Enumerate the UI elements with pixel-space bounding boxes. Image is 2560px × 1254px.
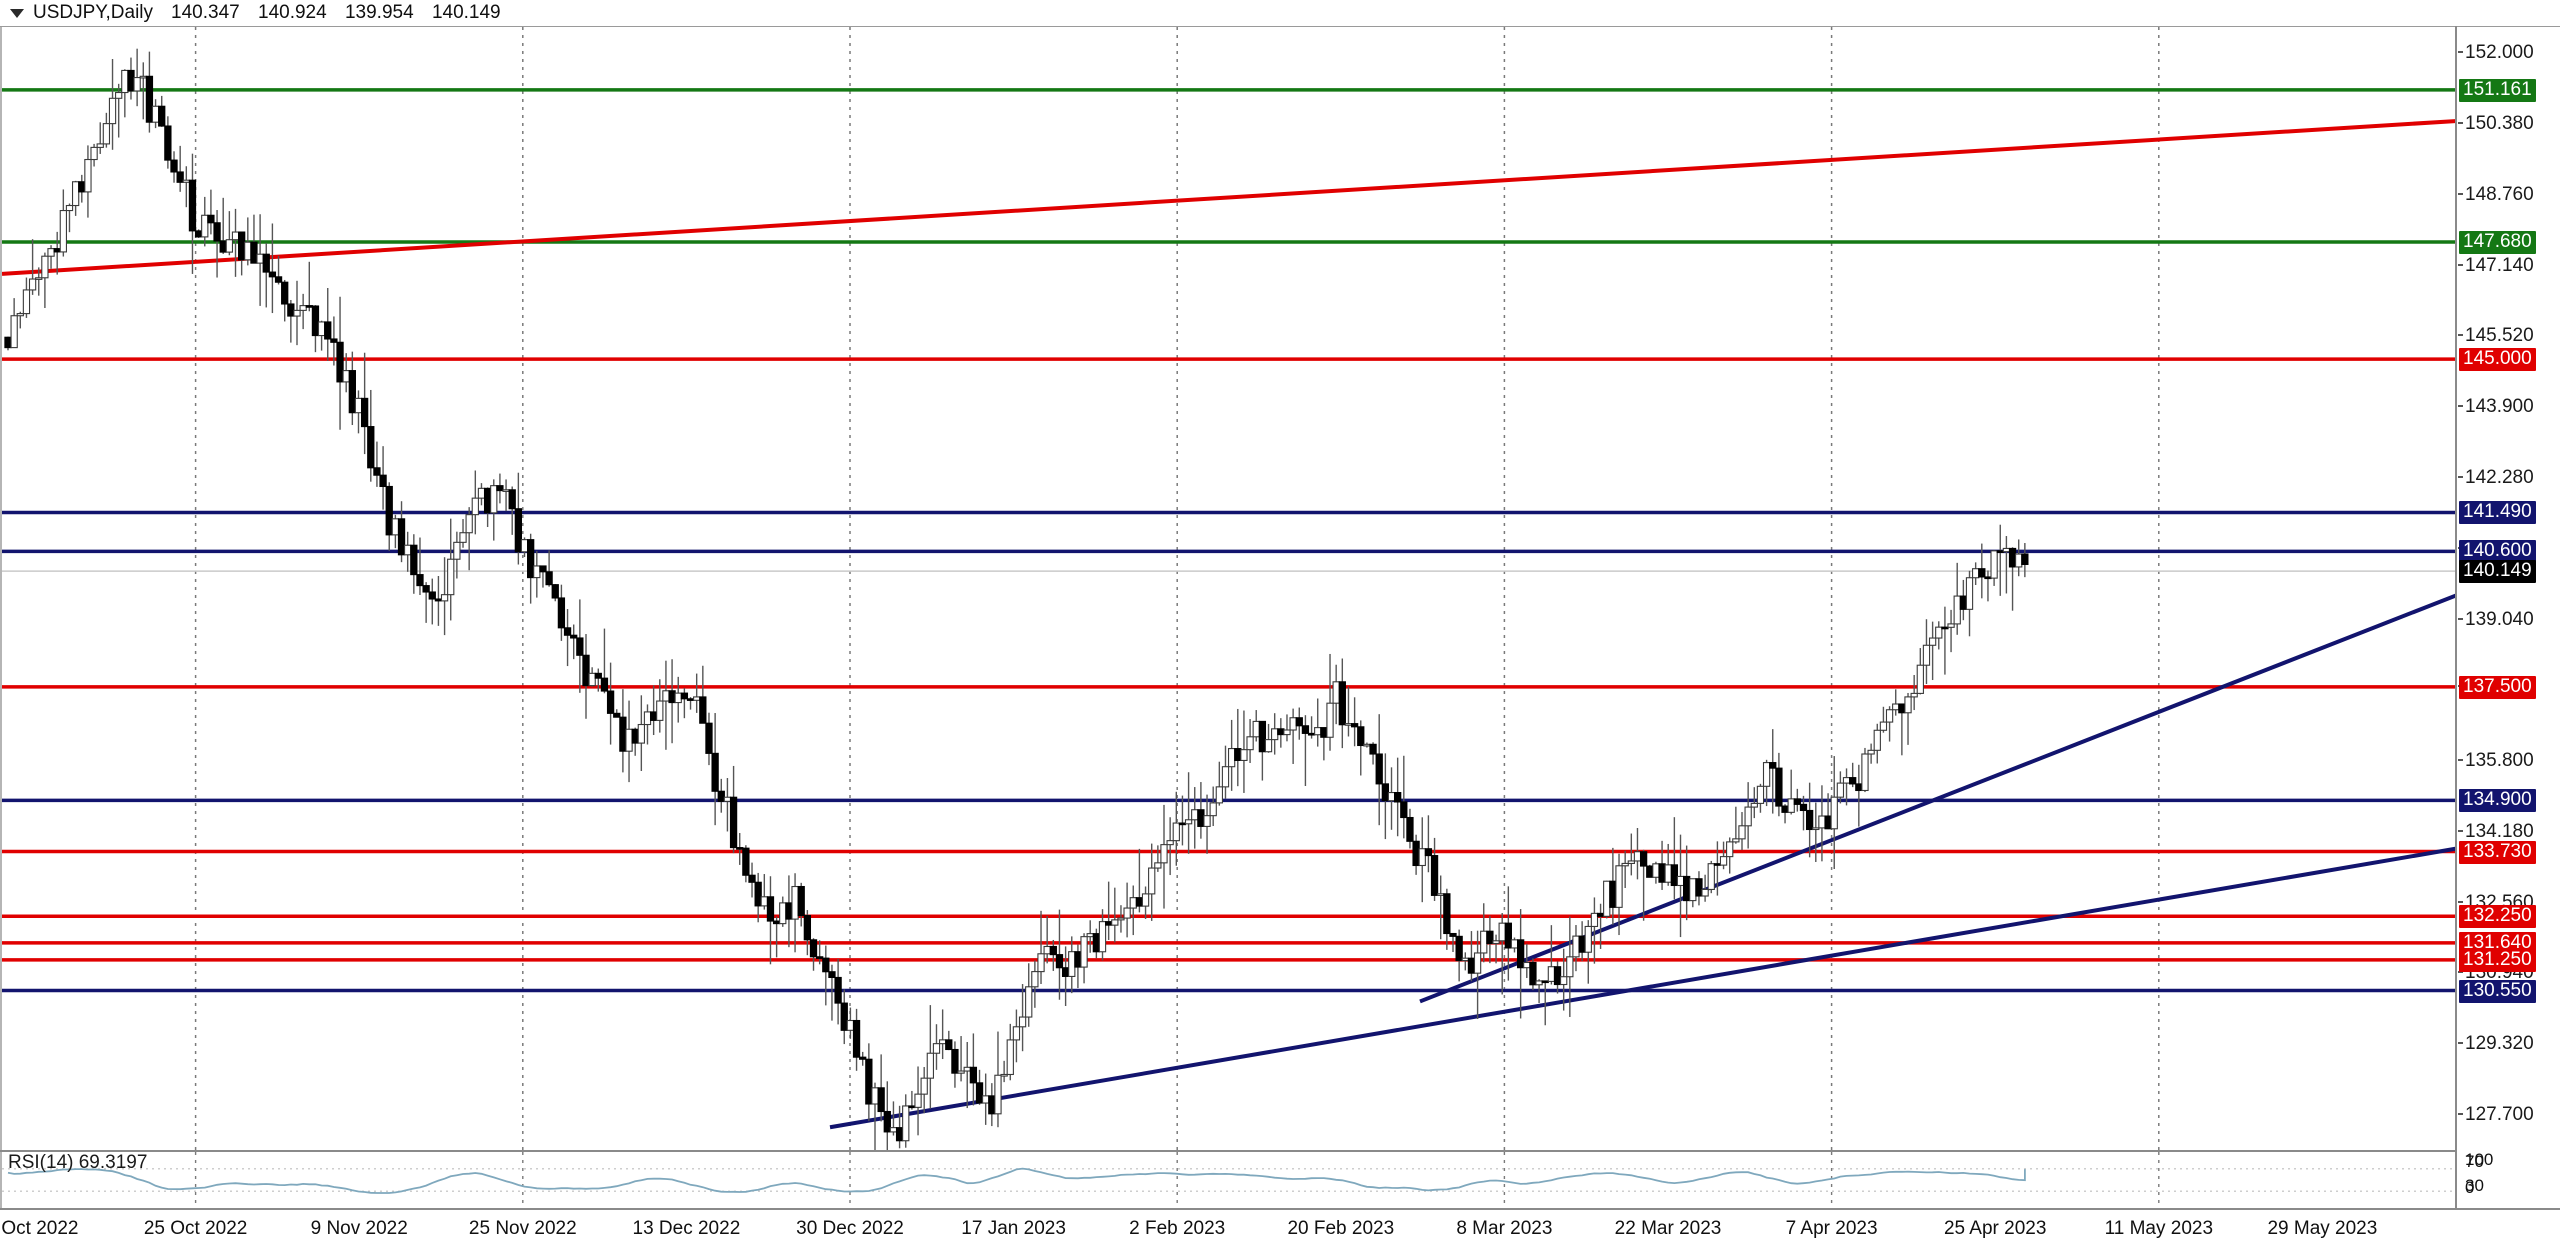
rsi-axis-label: 70 [2465, 1152, 2484, 1171]
price-tick-mark [2458, 475, 2463, 478]
price-axis[interactable]: 152.000 150.380 148.760 147.140 145.520 143.9… [2457, 25, 2560, 1210]
price-level-badge-green[interactable]: 147.680 [2459, 230, 2536, 254]
price-level-badge-red[interactable]: 133.730 [2459, 840, 2536, 864]
price-tick-label: 147.140 [2458, 254, 2534, 276]
price-axis-border [2455, 25, 2457, 1210]
price-tick-text: 147.140 [2465, 254, 2534, 276]
price-tick-label: 152.000 [2458, 42, 2534, 64]
date-axis-label: 7 Oct 2022 [0, 1218, 79, 1239]
price-plot-area[interactable] [2, 27, 2455, 1150]
triangle-down-icon[interactable] [10, 8, 24, 18]
date-axis-label: 25 Apr 2023 [1943, 1218, 2047, 1239]
date-axis-label: 2 Feb 2023 [1129, 1218, 1226, 1239]
price-tick-text: 142.280 [2465, 466, 2534, 488]
price-tick-mark [2458, 334, 2463, 337]
rsi-axis-label: 0 [2465, 1178, 2475, 1197]
price-tick-mark [2458, 405, 2463, 408]
date-axis-label: 30 Dec 2022 [796, 1218, 904, 1239]
rsi-legend-label: RSI(14) 69.3197 [8, 1152, 148, 1173]
price-level-badge-navy[interactable]: 141.490 [2459, 501, 2536, 525]
ohlc-low: 139.954 [344, 2, 414, 23]
price-level-badge-red[interactable]: 131.250 [2459, 948, 2536, 972]
date-axis-label: 29 May 2023 [2267, 1218, 2378, 1239]
rsi-axis-label: 100 [2465, 1150, 2494, 1169]
price-tick-mark [2458, 263, 2463, 266]
price-tick-text: 134.180 [2465, 820, 2534, 842]
price-tick-text: 143.900 [2465, 396, 2534, 418]
price-level-badge-navy[interactable]: 140.600 [2459, 540, 2536, 564]
price-level-badge-red[interactable]: 145.000 [2459, 348, 2536, 372]
price-tick-label: 129.320 [2458, 1033, 2534, 1055]
price-tick-mark [2458, 759, 2463, 762]
price-tick-label: 150.380 [2458, 113, 2534, 134]
price-tick-text: 152.000 [2465, 42, 2534, 64]
ohlc-high: 140.924 [258, 2, 327, 23]
price-tick-mark [2458, 971, 2463, 974]
date-axis-label: 25 Nov 2022 [468, 1218, 577, 1239]
date-axis-label: 9 Nov 2022 [310, 1218, 408, 1239]
price-tick-label: 134.180 [2458, 820, 2534, 842]
date-axis-label: 17 Jan 2023 [961, 1218, 1066, 1239]
price-level-badge-navy[interactable]: 134.900 [2459, 789, 2536, 813]
price-tick-text: 139.040 [2465, 608, 2534, 630]
ohlc-open: 140.347 [171, 2, 240, 23]
price-tick-text: 135.800 [2465, 750, 2534, 772]
price-level-badge-red[interactable]: 137.500 [2459, 675, 2536, 699]
price-tick-mark [2458, 1113, 2463, 1116]
price-level-badge-red[interactable]: 132.250 [2459, 905, 2536, 929]
candlestick-canvas [2, 27, 2455, 1150]
price-tick-text: 129.320 [2465, 1033, 2534, 1055]
price-tick-label: 142.280 [2458, 466, 2534, 488]
date-axis-label: 11 May 2023 [2104, 1218, 2214, 1239]
chart-top-border [0, 25, 2560, 27]
price-tick-text: 148.760 [2465, 183, 2534, 205]
date-axis-border [0, 1208, 2560, 1210]
ohlc-close: 140.149 [431, 2, 501, 23]
price-tick-mark [2458, 1042, 2463, 1045]
date-axis-label: 13 Dec 2022 [632, 1218, 741, 1239]
price-tick-mark [2458, 122, 2463, 124]
date-axis-label: 25 Oct 2022 [143, 1218, 248, 1239]
price-level-badge-navy[interactable]: 130.550 [2459, 979, 2536, 1003]
date-axis-label: 22 Mar 2023 [1614, 1218, 1722, 1239]
price-tick-label: 127.700 [2458, 1104, 2534, 1126]
price-tick-label: 145.520 [2458, 325, 2534, 347]
price-tick-label: 135.800 [2458, 750, 2534, 772]
rsi-plot-area[interactable] [2, 1152, 2455, 1208]
ohlc-readout: 140.347 140.924 139.954 140.149 [171, 2, 514, 24]
price-level-badge-black[interactable]: 140.149 [2459, 560, 2536, 584]
chart-header: USDJPY,Daily 140.347 140.924 139.954 140… [0, 0, 2560, 26]
price-tick-label: 139.040 [2458, 608, 2534, 630]
date-axis[interactable]: 7 Oct 2022 25 Oct 2022 9 Nov 2022 25 Nov 20… [0, 1212, 2455, 1254]
chart-left-border [0, 25, 2, 1210]
price-tick-mark [2458, 829, 2463, 832]
rsi-panel-separator [0, 1150, 2455, 1152]
price-level-badge-green[interactable]: 151.161 [2459, 78, 2536, 102]
price-tick-text: 150.380 [2465, 113, 2534, 134]
rsi-axis-label: 30 [2465, 1176, 2484, 1195]
symbol-timeframe-label: USDJPY,Daily [33, 2, 154, 23]
price-tick-mark [2458, 900, 2463, 903]
price-tick-text: 127.700 [2465, 1104, 2534, 1126]
price-tick-mark [2458, 192, 2463, 195]
date-axis-label: 8 Mar 2023 [1456, 1218, 1553, 1239]
price-tick-mark [2458, 51, 2463, 54]
price-tick-label: 143.900 [2458, 396, 2534, 418]
price-tick-label: 148.760 [2458, 183, 2534, 205]
price-tick-mark [2458, 617, 2463, 620]
date-axis-label: 7 Apr 2023 [1785, 1218, 1878, 1239]
price-tick-text: 145.520 [2465, 325, 2534, 347]
date-axis-label: 20 Feb 2023 [1287, 1218, 1395, 1239]
rsi-canvas [2, 1152, 2455, 1208]
